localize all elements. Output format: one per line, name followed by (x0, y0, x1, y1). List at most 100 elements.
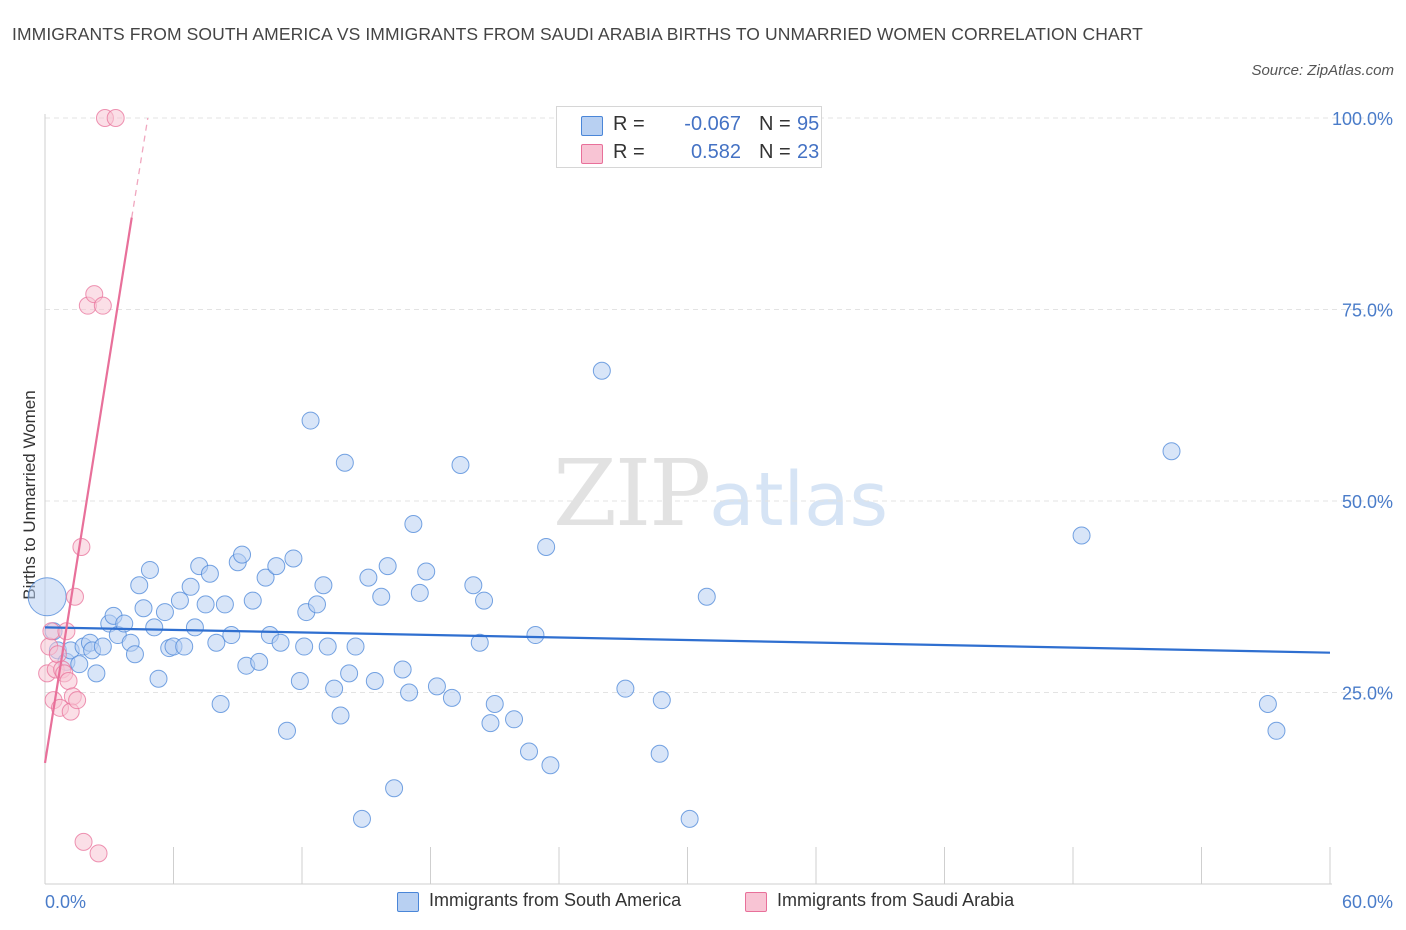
point-south-america (537, 537, 556, 556)
series-saudi-arabia (38, 109, 125, 863)
n-value: 95 (797, 113, 820, 135)
point-south-america (470, 633, 489, 652)
point-south-america (250, 652, 269, 671)
point-saudi-arabia (89, 844, 108, 863)
stats-box: R = -0.067 N = 95 R = 0.582 N = 23 (556, 106, 822, 168)
trend-line-south-america (44, 626, 1331, 654)
point-saudi-arabia (65, 587, 84, 606)
trend-line-saudi-arabia (43, 217, 133, 764)
trend-lines (43, 117, 1331, 764)
point-south-america (215, 595, 234, 614)
axes (44, 114, 1332, 885)
legend-label-south-america: Immigrants from South America (429, 890, 682, 910)
x-tick-label: 0.0% (45, 892, 86, 912)
stats-swatch-saudi-arabia (581, 144, 603, 164)
legend-label-saudi-arabia: Immigrants from Saudi Arabia (777, 890, 1015, 910)
watermark-atlas: atlas (709, 457, 888, 543)
legend-swatch-saudi-arabia (745, 892, 767, 912)
legend-swatch-south-america (397, 892, 419, 912)
point-south-america (307, 595, 326, 614)
source-credit: Source: ZipAtlas.com (1251, 62, 1394, 79)
point-south-america (417, 562, 436, 581)
point-south-america (256, 568, 275, 587)
x-tick-label: 60.0% (1342, 892, 1393, 912)
r-label: R = (613, 113, 645, 135)
point-south-america (650, 744, 669, 763)
point-saudi-arabia (93, 296, 112, 315)
point-south-america (134, 599, 153, 618)
point-south-america (652, 691, 671, 710)
point-south-america (155, 603, 174, 622)
point-south-america (410, 583, 429, 602)
point-south-america (680, 809, 699, 828)
n-label: N = (759, 141, 791, 163)
n-label: N = (759, 113, 791, 135)
point-south-america (346, 637, 365, 656)
point-south-america (1267, 721, 1286, 740)
series-south-america (27, 361, 1286, 828)
point-south-america (318, 637, 337, 656)
point-south-america (196, 595, 215, 614)
point-south-america (1258, 694, 1277, 713)
point-south-america (400, 683, 419, 702)
point-south-america (505, 710, 524, 729)
point-south-america (592, 361, 611, 380)
point-saudi-arabia (68, 691, 87, 710)
point-south-america (359, 568, 378, 587)
r-value: -0.067 (684, 113, 741, 135)
tick-labels: 25.0% 50.0% 75.0% 100.0% 0.0% 60.0% (45, 109, 1393, 912)
point-south-america (1162, 442, 1181, 461)
point-south-america (331, 706, 350, 725)
point-south-america (404, 514, 423, 533)
trend-extension-saudi-arabia (131, 117, 149, 218)
y-tick-label: 100.0% (1332, 109, 1393, 129)
point-saudi-arabia (42, 622, 61, 641)
point-south-america (278, 721, 297, 740)
point-south-america (125, 645, 144, 664)
point-south-america (427, 677, 446, 696)
point-south-america (233, 545, 252, 564)
point-south-america (243, 591, 262, 610)
point-south-america (340, 664, 359, 683)
point-south-america (130, 576, 149, 595)
point-south-america (314, 576, 333, 595)
point-south-america (325, 679, 344, 698)
watermark-zip: ZIP (553, 440, 711, 547)
y-tick-label: 50.0% (1342, 492, 1393, 512)
point-south-america (181, 577, 200, 596)
r-value: 0.582 (690, 141, 741, 163)
point-south-america (301, 411, 320, 430)
point-south-america (87, 664, 106, 683)
point-south-america (1072, 526, 1091, 545)
point-south-america (70, 655, 89, 674)
point-south-america (145, 618, 164, 637)
point-south-america (464, 576, 483, 595)
point-south-america (271, 633, 290, 652)
point-south-america (352, 809, 371, 828)
point-south-america (526, 626, 545, 645)
y-tick-label: 75.0% (1342, 301, 1393, 321)
point-south-america (442, 688, 461, 707)
point-south-america (149, 669, 168, 688)
point-south-america (295, 637, 314, 656)
point-saudi-arabia (106, 109, 125, 127)
watermark: ZIPatlas (553, 440, 888, 547)
point-south-america (290, 672, 309, 691)
point-south-america (335, 453, 354, 472)
point-south-america (170, 591, 189, 610)
point-south-america (475, 591, 494, 610)
point-south-america (481, 714, 500, 733)
point-saudi-arabia (59, 672, 78, 691)
point-south-america (222, 626, 241, 645)
point-south-america (541, 756, 560, 775)
point-south-america (93, 637, 112, 656)
point-south-america (185, 618, 204, 637)
point-south-america (200, 564, 219, 583)
gridlines (45, 117, 1390, 693)
stats-swatch-south-america (581, 116, 603, 136)
point-south-america (211, 694, 230, 713)
n-value: 23 (797, 141, 820, 163)
point-south-america (27, 577, 67, 617)
point-south-america (451, 455, 470, 474)
